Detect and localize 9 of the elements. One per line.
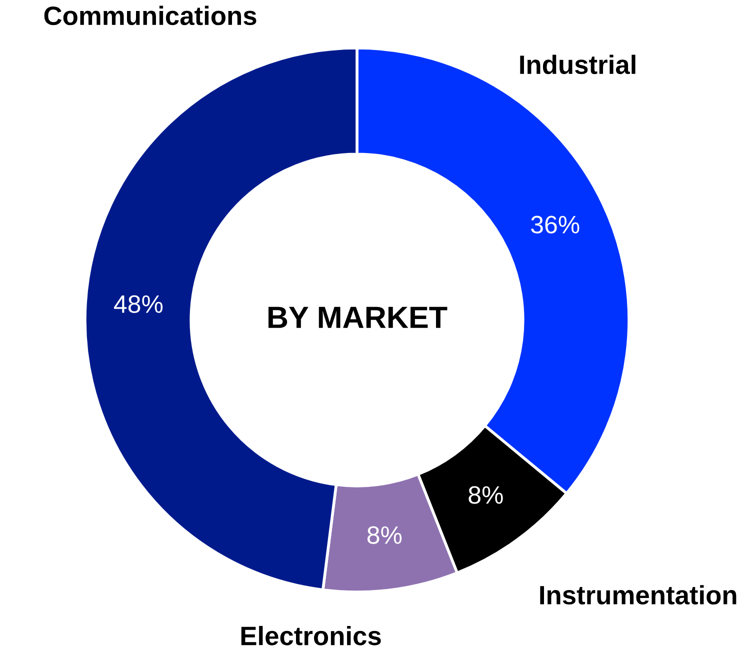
data-label: 48%: [114, 295, 163, 313]
data-label: 8%: [367, 526, 402, 544]
data-label: 36%: [531, 216, 580, 234]
slice-label: Instrumentation: [540, 585, 736, 605]
slice-label: Industrial: [520, 54, 636, 74]
data-label: 8%: [468, 486, 503, 504]
text: BY MARKET: [268, 306, 448, 328]
slice-label: Communications: [44, 6, 256, 26]
slice-label: Electronics: [241, 626, 381, 646]
